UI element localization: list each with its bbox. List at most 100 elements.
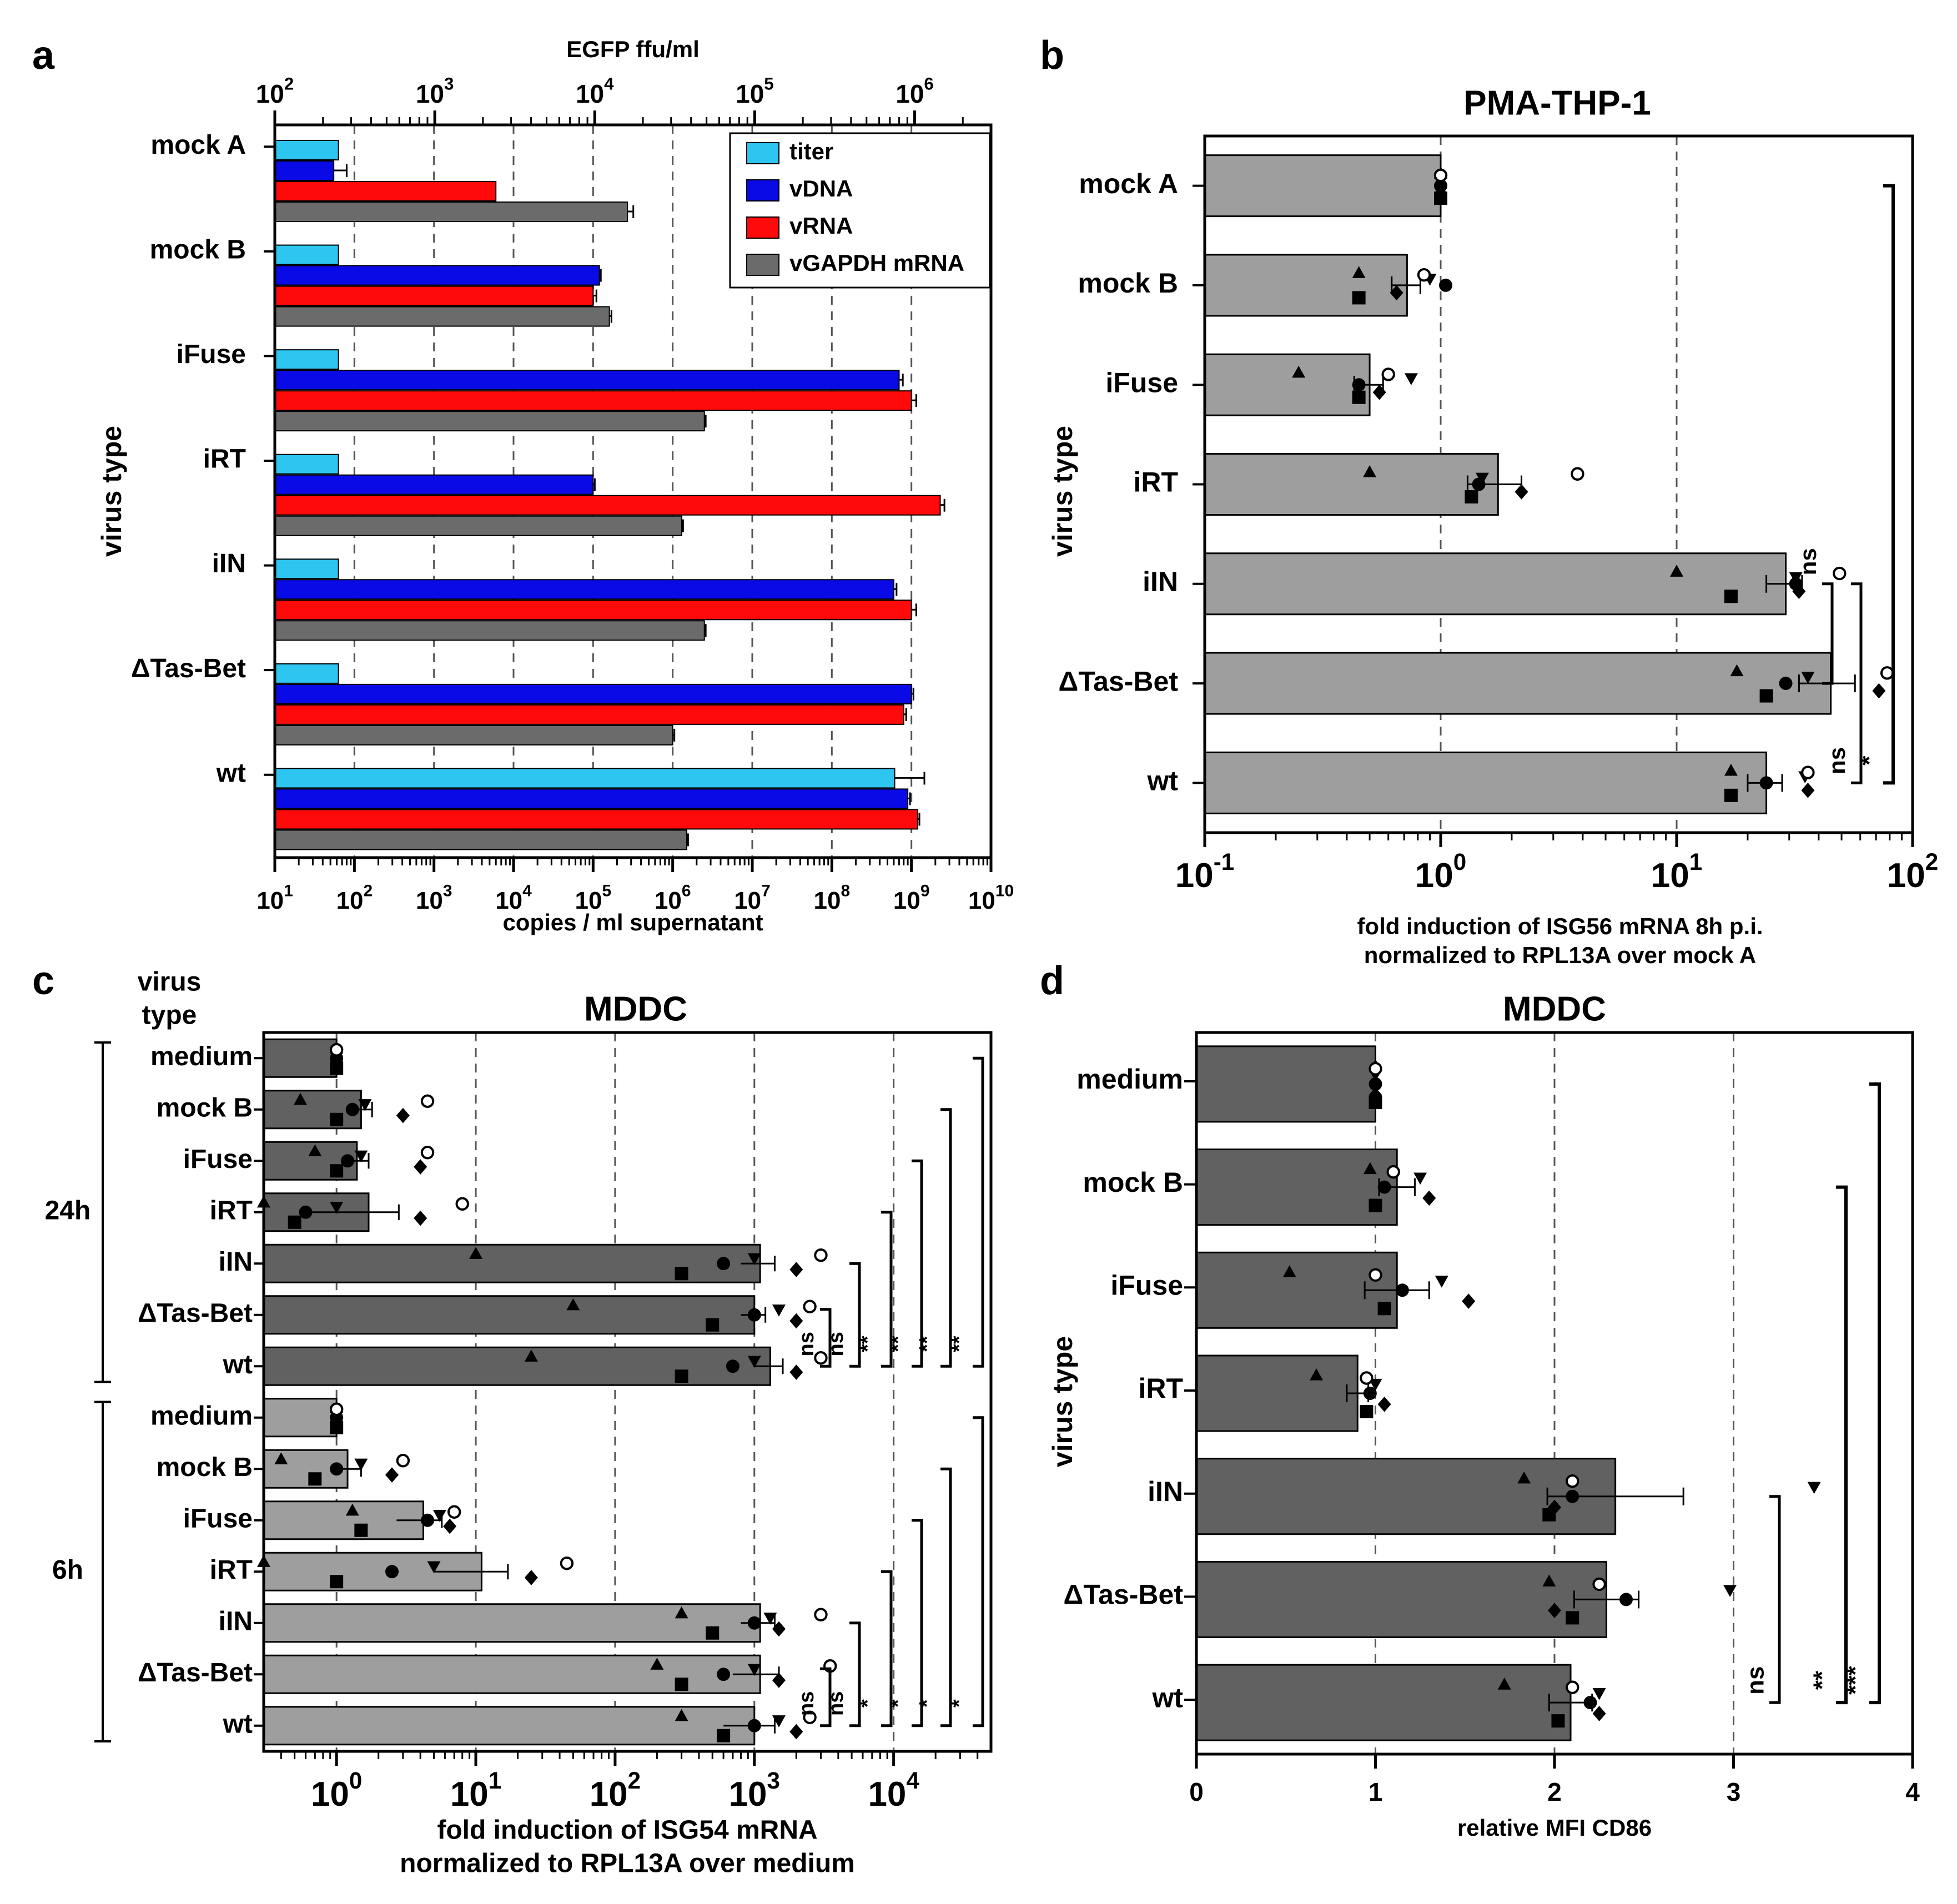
panel-c-data-point (469, 1247, 483, 1259)
panel-b-bar (1204, 652, 1832, 715)
panel-c-category-label: iFuse (183, 1145, 253, 1174)
panel-c-bar (263, 1038, 338, 1078)
panel-c-data-point (706, 1626, 720, 1640)
panel-c-data-point (675, 1709, 688, 1721)
panel-c-data-point (747, 1356, 761, 1368)
panel-c-data-point (726, 1359, 739, 1373)
panel-c-data-point (330, 1416, 344, 1432)
panel-b-data-point (1475, 472, 1489, 485)
panel-d-data-point (1369, 1077, 1382, 1091)
panel-a-bar (274, 809, 919, 830)
panel-d-sig-3-label: *** (1842, 1666, 1869, 1695)
panel-b-data-point (1571, 467, 1584, 481)
panel-c-sig-label: ns (824, 1691, 848, 1716)
panel-a-bar (274, 390, 912, 411)
panel-b-data-point (1352, 378, 1366, 392)
panel-c-data-point (396, 1454, 410, 1468)
panel-a-top-tick-label: 103 (416, 74, 454, 108)
panel-d-x-axis-title: relative MFI CD86 (1457, 1815, 1652, 1841)
panel-c-data-point (330, 1056, 344, 1072)
panel-c-sig-bracket (820, 1308, 832, 1368)
panel-b-data-point (1390, 285, 1403, 301)
panel-a-bar (274, 370, 900, 391)
panel-d-sig-1-bracket (1769, 1495, 1781, 1704)
panel-a-legend-swatch (746, 142, 779, 164)
panel-b-data-point (1433, 168, 1448, 183)
panel-d-data-point (1435, 1276, 1448, 1288)
panel-c-sig-bracket (912, 1159, 923, 1368)
panel-b-data-point (1789, 572, 1803, 585)
panel-c-data-point (308, 1144, 322, 1156)
panel-a-category-label: mock B (150, 235, 246, 265)
panel-c-sig-bracket (849, 1621, 861, 1727)
panel-d-data-point (1542, 1574, 1556, 1587)
panel-c-data-point (524, 1570, 538, 1585)
panel-d-data-point (1422, 1190, 1436, 1206)
panel-c-data-point (330, 1575, 344, 1589)
panel-d-tick-label: 1 (1369, 1777, 1383, 1806)
panel-d-data-point (1395, 1283, 1409, 1297)
panel-d-bar (1195, 1664, 1572, 1741)
panel-c-data-point (763, 1613, 777, 1625)
panel-b-data-point (1515, 484, 1528, 500)
panel-d-category-label: mock B (1083, 1167, 1183, 1198)
panel-b-sig-2-bracket (1822, 582, 1834, 685)
panel-d-data-point (1592, 1706, 1606, 1721)
panel-c-data-point (329, 1043, 344, 1057)
panel-c-data-point (354, 1150, 368, 1163)
panel-c-data-point (414, 1210, 427, 1226)
panel-b-data-point (1465, 490, 1478, 503)
panel-a-tick-label: 109 (893, 882, 930, 914)
panel-a-category-label: iIN (212, 549, 246, 578)
panel-b-data-point (1880, 666, 1894, 680)
panel-c-data-point (524, 1349, 538, 1362)
panel-c-data-point (421, 1513, 435, 1527)
panel-d-tick-label: 3 (1727, 1777, 1741, 1806)
panel-b-tick-label: 100 (1415, 849, 1466, 895)
panel-b-sig-3-label: * (1856, 755, 1883, 765)
panel-c-bar (263, 1090, 362, 1130)
panel-b-category-label: iIN (1143, 566, 1178, 597)
panel-a-bar (274, 788, 909, 809)
panel-b-data-point (1872, 683, 1886, 699)
panel-c-data-point (675, 1606, 688, 1619)
panel-c-data-point (789, 1724, 803, 1740)
panel-a-tick-label: 107 (734, 882, 771, 914)
panel-b-x-axis-title-line2: normalized to RPL13A over mock A (1364, 942, 1756, 968)
panel-b-data-point (1417, 268, 1431, 282)
panel-a-bar (274, 306, 610, 327)
panel-d-data-point (1363, 1162, 1377, 1175)
panel-d-data-point (1377, 1302, 1391, 1316)
panel-a-top-axis-title: EGFP ffu/ml (566, 36, 700, 62)
panel-d-data-point (1548, 1603, 1561, 1619)
panel-b-data-point (1801, 765, 1815, 779)
panel-b-bar (1204, 254, 1408, 317)
panel-a-top-tick-label: 106 (896, 74, 934, 108)
panel-c-data-point (706, 1318, 720, 1332)
panel-a-tick-label: 104 (495, 882, 532, 914)
panel-b-data-point (1352, 390, 1366, 404)
panel-b-data-point (1724, 763, 1738, 776)
panel-d-data-point (1583, 1696, 1597, 1710)
panel-c-sig-bracket (973, 1416, 984, 1727)
panel-c-data-point (747, 1616, 761, 1630)
panel-c-sig-label: ns (795, 1691, 818, 1716)
panel-d-data-point (1360, 1371, 1374, 1385)
panel-a-legend-label: titer (789, 138, 833, 164)
panel-a-bar (274, 495, 941, 516)
panel-b-data-point (1779, 677, 1793, 691)
panel-b-data-point (1352, 266, 1366, 279)
panel-c-data-point (747, 1253, 761, 1266)
panel-c-category-label: medium (150, 1401, 253, 1430)
panel-c-tick-label: 100 (311, 1767, 362, 1814)
panel-a-legend-label: vGAPDH mRNA (789, 250, 964, 276)
panel-c-sig-bracket (881, 1570, 893, 1727)
panel-c-data-point (341, 1154, 355, 1168)
panel-c-data-point (803, 1710, 817, 1724)
panel-a-bar (274, 704, 904, 725)
panel-d-category-label: ΔTas-Bet (1063, 1579, 1183, 1610)
panel-b-category-label: mock A (1079, 168, 1178, 199)
panel-d-bar (1195, 1560, 1608, 1638)
panel-a-bar (274, 515, 682, 536)
panel-a-category-label: wt (216, 758, 246, 788)
